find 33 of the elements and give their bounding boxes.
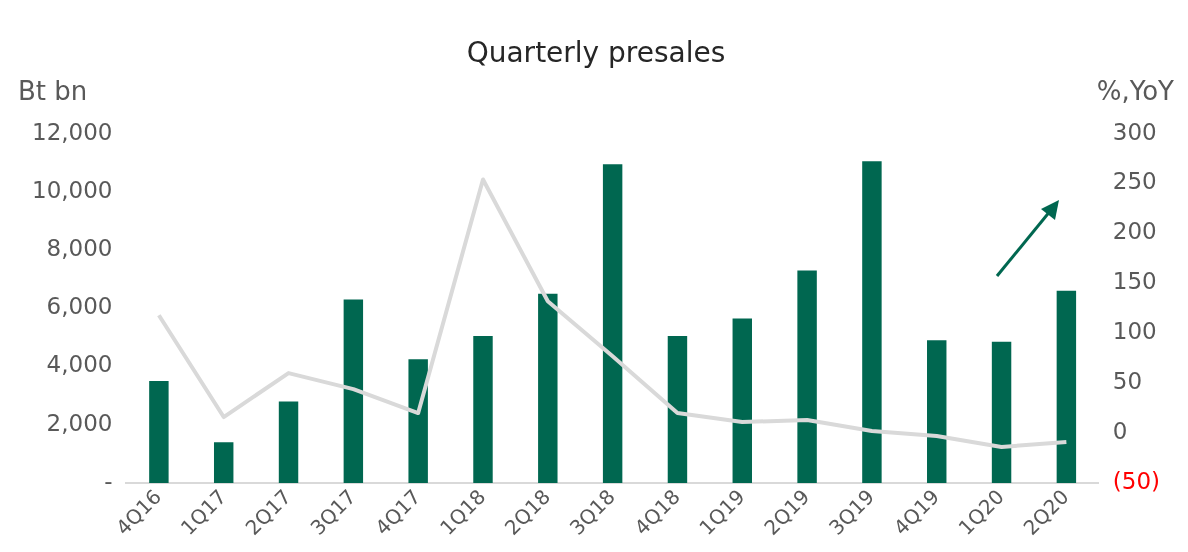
y2-tick-label: 300 [1112, 118, 1157, 145]
y-tick-label: 2,000 [46, 409, 113, 436]
bar [278, 401, 299, 483]
y-tick-label: 10,000 [31, 176, 113, 203]
bar [667, 335, 688, 483]
bar [149, 381, 169, 483]
bar [343, 299, 364, 483]
y2-tick-label: (50) [1112, 467, 1161, 494]
y2-tick-label: 150 [1112, 268, 1157, 295]
bar [862, 161, 882, 483]
y-tick-label: 8,000 [46, 235, 113, 261]
bar [602, 164, 623, 483]
y2-tick-label: 0 [1112, 417, 1128, 444]
bar [213, 442, 234, 483]
bar [538, 293, 558, 483]
y-axis-title: Bt bn [18, 76, 88, 107]
y-tick-label: - [104, 467, 113, 494]
y-tick-label: 12,000 [31, 118, 113, 145]
y2-tick-label: 200 [1112, 218, 1157, 245]
y-tick-label: 6,000 [46, 293, 113, 320]
y-tick-label: 4,000 [46, 351, 113, 378]
bar [408, 359, 428, 483]
bar [732, 318, 752, 483]
bar [1056, 290, 1077, 483]
y2-tick-label: 100 [1112, 318, 1157, 345]
y2-axis-title: %,YoY [1096, 76, 1175, 107]
y2-tick-label: 50 [1112, 368, 1143, 395]
bar [927, 340, 947, 483]
bar [797, 270, 817, 483]
y2-tick-label: 250 [1112, 168, 1157, 195]
bar [991, 341, 1012, 483]
chart-title: Quarterly presales [466, 36, 726, 70]
bar [473, 335, 493, 483]
